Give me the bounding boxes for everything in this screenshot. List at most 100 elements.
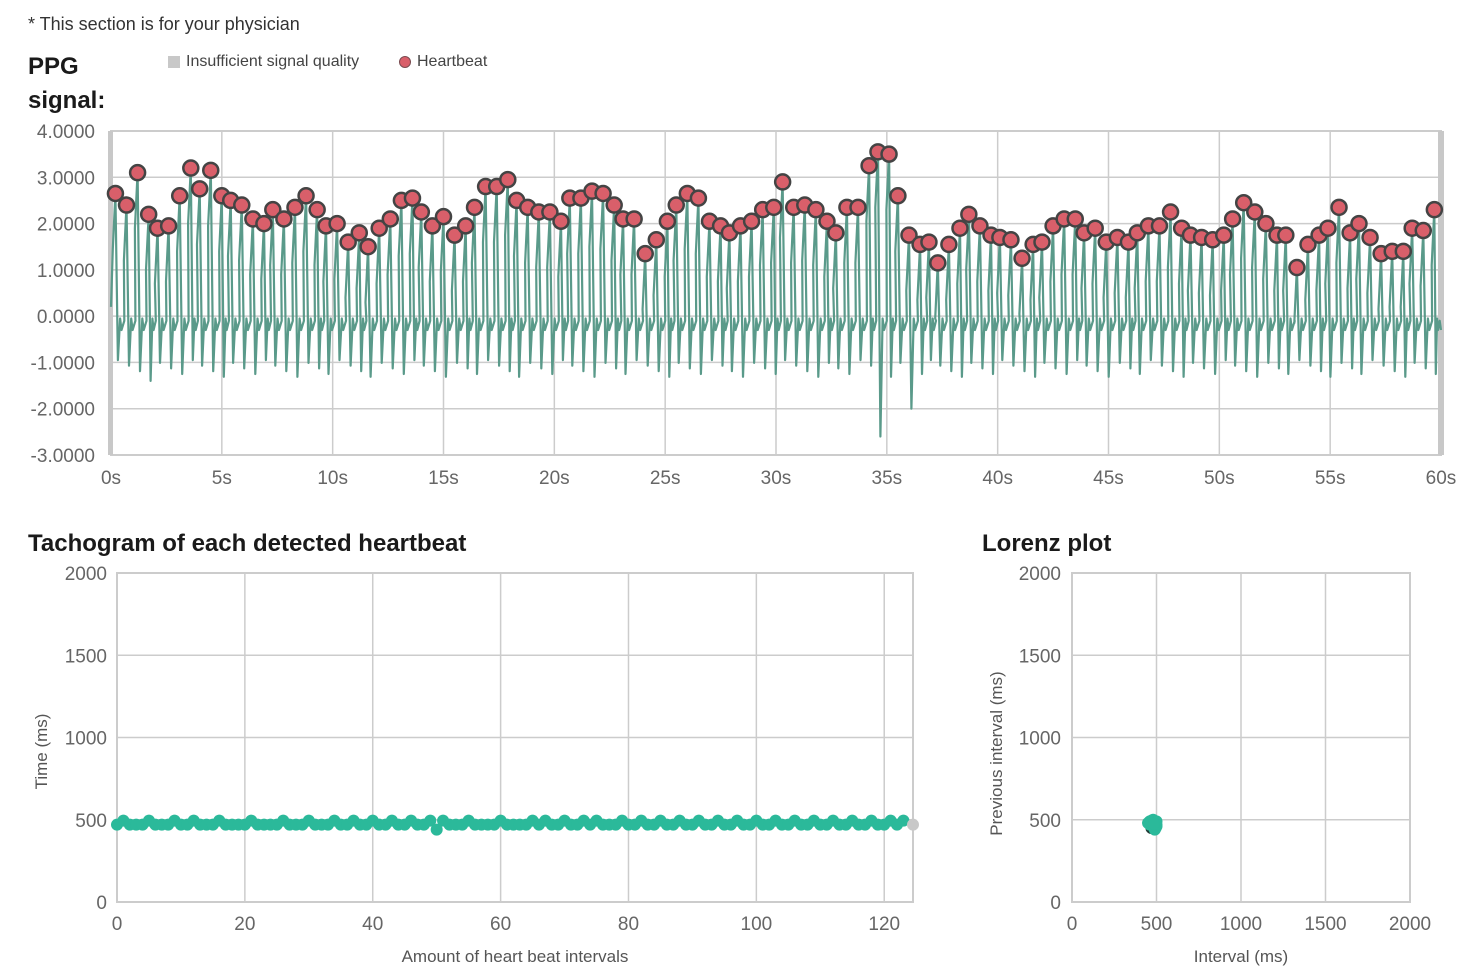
lorenz-x-tick: 0 (1067, 914, 1078, 935)
heartbeat-point (412, 203, 431, 221)
heartbeat-point (807, 200, 825, 219)
heartbeat-point (1299, 235, 1317, 254)
lorenz-y-tick: 0 (1050, 893, 1061, 914)
heartbeat-point (1257, 214, 1275, 233)
tacho-y-tick: 500 (75, 811, 107, 832)
heartbeat-point (182, 159, 200, 177)
ppg-x-tick: 0s (101, 468, 121, 489)
lorenz-chart: 0 500 1000 1500 2000 2000 1500 1000 500 0 Interval… (987, 564, 1431, 966)
heartbeat-point (350, 224, 369, 242)
tacho-x-tick: 40 (362, 914, 383, 935)
lorenz-y-tick: 500 (1029, 811, 1061, 832)
heartbeat-point (381, 210, 400, 228)
lorenz-frame (1071, 572, 1411, 903)
heartbeat-point (742, 212, 761, 231)
ppg-y-tick: 1.0000 (37, 261, 95, 282)
ppg-x-tick: 35s (872, 468, 903, 489)
ppg-signal-line (109, 150, 1443, 438)
heartbeat-point (499, 170, 517, 189)
heartbeat-point (1013, 249, 1031, 268)
tacho-x-tick: 20 (234, 914, 255, 935)
heartbeat-point (1234, 193, 1253, 212)
ppg-title: PPG signal: (28, 53, 106, 114)
heartbeat-point (445, 226, 464, 244)
heartbeat-point (625, 210, 643, 228)
heartbeat-point (1033, 233, 1051, 251)
ppg-y-tick: 3.0000 (37, 168, 95, 189)
heartbeat-point (1223, 210, 1242, 228)
tacho-y-tick: 1000 (65, 729, 107, 750)
heartbeat-point (1350, 214, 1368, 233)
heartbeat-point (308, 200, 326, 219)
heartbeat-point (128, 163, 147, 182)
tacho-y-tick: 1500 (65, 646, 107, 667)
tacho-x-tick: 80 (618, 914, 639, 935)
heartbeat-point (202, 161, 220, 180)
heartbeat-point (920, 233, 938, 251)
tachogram-chart: 0 20 40 60 80 100 120 2000 1500 1000 500 0 Amount of… (32, 564, 919, 966)
ppg-y-tick: 0.0000 (37, 307, 95, 328)
heartbeat-point (255, 214, 273, 233)
lorenz-x-tick: 2000 (1389, 914, 1431, 935)
heartbeat-point (1394, 242, 1413, 261)
tacho-y-tick: 2000 (65, 564, 107, 585)
heartbeat-point (456, 217, 475, 235)
heartbeat-point (951, 219, 969, 237)
heartbeat-point (190, 180, 209, 198)
tacho-x-tick: 100 (741, 914, 773, 935)
tacho-x-tick: 120 (868, 914, 900, 935)
heartbeat-point (423, 217, 442, 235)
heartbeat-point (170, 187, 189, 205)
legend-heartbeat[interactable]: Heartbeat (399, 53, 487, 71)
heartbeat-point (900, 226, 918, 244)
legend-heartbeat-label: Heartbeat (417, 53, 488, 70)
heartbeat-point (1319, 219, 1337, 237)
heartbeat-point (929, 254, 947, 272)
heartbeat-point (1086, 219, 1104, 237)
heartbeat-point (117, 196, 136, 214)
lorenz-x-tick: 1500 (1304, 914, 1346, 935)
heartbeat-point (1002, 231, 1020, 249)
ppg-y-tick: -3.0000 (31, 446, 95, 467)
tachogram-title: Tachogram of each detected heartbeat (28, 530, 467, 557)
ppg-y-tick: 4.0000 (37, 122, 95, 143)
heartbeat-point (860, 156, 878, 175)
lorenz-y-tick: 2000 (1019, 564, 1061, 585)
heartbeat-point (636, 244, 654, 263)
heartbeat-point (434, 207, 453, 226)
heartbeat-point (552, 212, 570, 231)
ppg-x-tick: 40s (982, 468, 1013, 489)
heartbeat-point (880, 145, 898, 163)
heartbeat-point (1277, 226, 1295, 244)
lorenz-point (1147, 817, 1160, 830)
lorenz-y-tick: 1500 (1019, 646, 1061, 667)
heartbeat-point (667, 196, 685, 214)
heartbeat-swatch-icon (399, 56, 411, 68)
heartbeat-point (940, 235, 958, 254)
heartbeat-point (1425, 200, 1444, 219)
heartbeat-point (359, 237, 377, 256)
ppg-insufficient-right (1438, 131, 1444, 455)
ppg-chart: 0s 5s 10s 15s 20s 25s 30s 35s 40s 45s 50s 55s 60s 4.0… (31, 122, 1457, 489)
tacho-y-tick: 0 (96, 893, 107, 914)
insufficient-swatch-icon (168, 56, 180, 68)
lorenz-y-tick: 1000 (1019, 729, 1061, 750)
heartbeat-point (297, 187, 315, 205)
heartbeat-point (1330, 198, 1348, 217)
heartbeat-point (139, 205, 158, 224)
ppg-x-tick: 45s (1093, 468, 1124, 489)
tacho-point (424, 814, 437, 827)
legend-insufficient-label: Insufficient signal quality (186, 53, 360, 70)
ppg-x-tick: 5s (212, 468, 232, 489)
ppg-x-tick: 10s (317, 468, 348, 489)
legend-insufficient[interactable]: Insufficient signal quality (168, 53, 359, 71)
physician-note: * This section is for your physician (28, 14, 300, 34)
tacho-x-tick: 0 (112, 914, 123, 935)
heartbeat-point (1361, 228, 1379, 247)
heartbeat-point (233, 196, 251, 214)
lorenz-title: Lorenz plot (982, 530, 1112, 557)
heartbeat-point (465, 198, 484, 217)
heartbeat-point (960, 205, 978, 224)
ppg-x-tick: 60s (1426, 468, 1457, 489)
